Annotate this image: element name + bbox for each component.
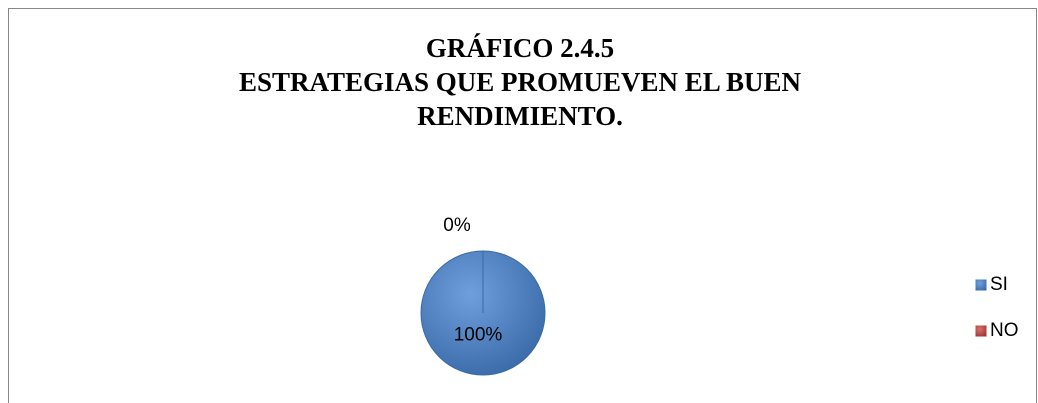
data-label: 100% — [454, 324, 503, 345]
chart-title: ESTRATEGIAS QUE PROMUEVEN EL BUEN — [239, 67, 802, 97]
legend-swatch — [974, 324, 988, 338]
legend-label: SI — [990, 274, 1008, 295]
data-label: 0% — [443, 215, 471, 236]
legend-label: NO — [990, 320, 1019, 341]
chart-title: RENDIMIENTO. — [417, 101, 623, 131]
chart-title: GRÁFICO 2.4.5 — [426, 33, 614, 63]
legend-swatch — [974, 278, 988, 292]
